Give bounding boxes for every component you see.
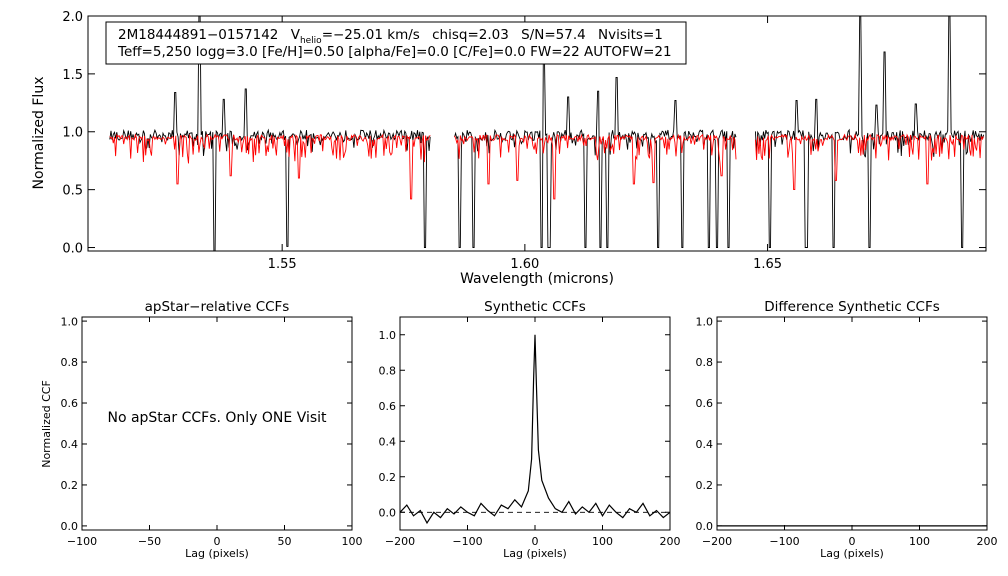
difference-ccf-x-tick-label: 200 <box>977 535 998 548</box>
spectrum-panel: 1.55 1.60 1.65 0.0 0.5 1.0 1.5 2.0 2M18444891−… <box>31 10 987 287</box>
difference-ccf-x-tick-label: 100 <box>909 535 930 548</box>
difference-ccf-y-tick-label: 0.6 <box>696 397 714 410</box>
synthetic-ccf-x-tick-label: −100 <box>452 535 482 548</box>
synthetic-ccf-x-tick-label: 200 <box>660 535 681 548</box>
apstar-ccf-y-tick-label: 0.4 <box>61 438 79 451</box>
synthetic-ccf-y-tick-label: 0.4 <box>379 435 397 448</box>
spectrum-y-tick-label: 0.0 <box>62 241 83 256</box>
spectrum-y-ticks: 0.0 0.5 1.0 1.5 2.0 <box>62 10 986 256</box>
spectrum-y-tick-label: 2.0 <box>62 10 83 25</box>
spectrum-series <box>109 15 985 252</box>
spectrum-y-axis-label: Normalized Flux <box>31 77 47 190</box>
spectrum-info-box <box>105 21 687 65</box>
synthetic-ccf-x-tick-label: 0 <box>532 535 539 548</box>
difference-ccf-y-tick-label: 0.8 <box>696 356 714 369</box>
synthetic-ccf-y-tick-label: 0.8 <box>379 364 397 377</box>
apstar-ccf-message: No apStar CCFs. Only ONE Visit <box>107 410 327 426</box>
apstar-ccf-x-tick-label: −50 <box>138 535 161 548</box>
spectrum-x-tick-label: 1.55 <box>268 257 297 272</box>
apstar-ccf-y-tick-label: 0.8 <box>61 356 79 369</box>
synthetic-ccf-y-tick-label: 0.2 <box>379 471 397 484</box>
apstar-ccf-x-tick-label: −100 <box>67 535 97 548</box>
synthetic-ccf-ccf-line <box>399 334 671 525</box>
spectrum-synthetic-line-3 <box>754 133 985 191</box>
synthetic-ccf-y-tick-label: 0.6 <box>379 400 397 413</box>
apstar-ccf-title: apStar−relative CCFs <box>145 299 290 315</box>
difference-ccf-y-ticks: 0.0 0.2 0.4 0.6 0.8 1.0 <box>696 315 987 533</box>
apstar-ccf-y-tick-label: 1.0 <box>61 315 79 328</box>
apstar-ccf-x-tick-label: 100 <box>342 535 363 548</box>
difference-ccf-y-tick-label: 0.4 <box>696 438 714 451</box>
spectrum-info-line-1: 2M18444891−0157142 Vhelio=−25.01 km/s ch… <box>118 27 663 46</box>
spectrum-synthetic-line-2 <box>454 133 737 200</box>
spectrum-y-tick-label: 0.5 <box>62 184 83 199</box>
apstar-ccf-y-tick-label: 0.0 <box>61 520 79 533</box>
synthetic-ccf-panel: Synthetic CCFs −200 −100 0 100 200 0.0 0.2 0.4… <box>379 299 681 560</box>
spectrum-observed-line-2 <box>454 59 737 248</box>
synthetic-ccf-x-axis-label: Lag (pixels) <box>503 547 567 560</box>
apstar-ccf-x-tick-label: 0 <box>214 535 221 548</box>
difference-ccf-panel: Difference Synthetic CCFs −200 −100 0 100 20… <box>696 299 998 560</box>
difference-ccf-x-tick-label: −200 <box>702 535 732 548</box>
spectrum-y-tick-label: 1.5 <box>62 68 83 83</box>
difference-ccf-x-ticks: −200 −100 0 100 200 <box>702 317 998 548</box>
apstar-ccf-x-tick-label: 50 <box>278 535 292 548</box>
spectrum-x-tick-label: 1.65 <box>753 257 782 272</box>
spectrum-x-tick-label: 1.60 <box>510 257 539 272</box>
synthetic-ccf-y-ticks: 0.0 0.2 0.4 0.6 0.8 1.0 <box>379 329 670 519</box>
spectrum-synthetic-line-1 <box>109 133 431 200</box>
difference-ccf-x-tick-label: −100 <box>769 535 799 548</box>
spectrum-x-ticks: 1.55 1.60 1.65 <box>268 16 782 272</box>
spectrum-info-line-2: Teff=5,250 logg=3.0 [Fe/H]=0.50 [alpha/F… <box>117 44 672 60</box>
difference-ccf-y-tick-label: 1.0 <box>696 315 714 328</box>
synthetic-ccf-x-ticks: −200 −100 0 100 200 <box>385 317 681 548</box>
apstar-ccf-x-ticks: −100 −50 0 50 100 <box>67 317 363 548</box>
spectrum-y-tick-label: 1.0 <box>62 126 83 141</box>
difference-ccf-y-tick-label: 0.0 <box>696 520 714 533</box>
spectrum-x-axis-label: Wavelength (microns) <box>460 271 614 287</box>
apstar-ccf-y-ticks: 0.0 0.2 0.4 0.6 0.8 1.0 <box>61 315 352 533</box>
synthetic-ccf-x-tick-label: −200 <box>385 535 415 548</box>
apstar-ccf-x-axis-label: Lag (pixels) <box>185 547 249 560</box>
synthetic-ccf-y-tick-label: 1.0 <box>379 329 397 342</box>
difference-ccf-title: Difference Synthetic CCFs <box>764 299 940 315</box>
difference-ccf-plot-frame <box>716 316 988 531</box>
spectrum-observed-line-1 <box>109 15 431 252</box>
apstar-ccf-y-tick-label: 0.2 <box>61 479 79 492</box>
apstar-ccf-y-tick-label: 0.6 <box>61 397 79 410</box>
synthetic-ccf-x-tick-label: 100 <box>592 535 613 548</box>
difference-ccf-y-tick-label: 0.2 <box>696 479 714 492</box>
synthetic-ccf-title: Synthetic CCFs <box>484 299 586 315</box>
synthetic-ccf-y-tick-label: 0.0 <box>379 506 397 519</box>
apstar-ccf-panel: apStar−relative CCFs −100 −50 0 50 100 0.00.… <box>40 299 363 560</box>
spectrum-observed-line-3 <box>754 15 985 248</box>
difference-ccf-x-tick-label: 0 <box>849 535 856 548</box>
apstar-ccf-y-axis-label: Normalized CCF <box>40 380 53 468</box>
synthetic-ccf-series <box>399 334 671 525</box>
spectrum-plot-frame <box>87 15 987 252</box>
difference-ccf-x-axis-label: Lag (pixels) <box>820 547 884 560</box>
